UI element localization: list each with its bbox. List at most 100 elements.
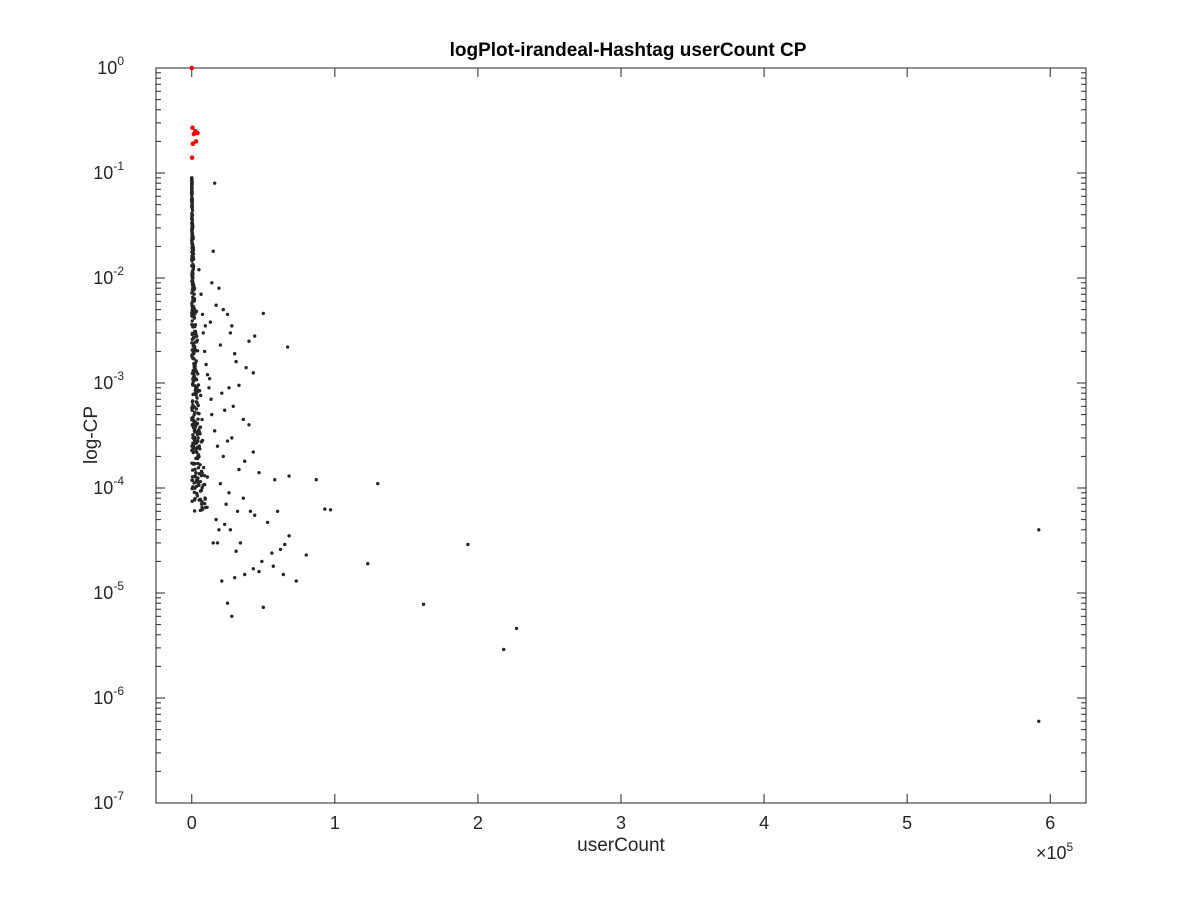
data-point bbox=[202, 473, 207, 478]
data-point bbox=[227, 491, 231, 495]
data-point bbox=[192, 336, 196, 340]
data-point bbox=[238, 541, 243, 545]
data-point bbox=[231, 404, 235, 408]
data-point bbox=[294, 579, 298, 583]
data-point bbox=[237, 467, 241, 472]
data-point bbox=[241, 417, 245, 422]
data-point bbox=[190, 405, 194, 410]
data-point bbox=[190, 141, 196, 147]
data-point bbox=[191, 268, 195, 272]
data-point bbox=[198, 432, 202, 436]
data-point bbox=[211, 249, 215, 253]
data-point bbox=[198, 463, 202, 467]
data-point bbox=[251, 567, 255, 571]
data-point bbox=[193, 329, 198, 334]
data-point bbox=[190, 341, 194, 345]
data-point bbox=[1037, 719, 1041, 723]
data-point bbox=[190, 478, 195, 482]
data-point bbox=[376, 481, 380, 486]
data-point bbox=[190, 190, 194, 194]
data-point bbox=[235, 509, 240, 513]
data-point bbox=[221, 454, 225, 459]
data-point bbox=[215, 444, 220, 448]
data-point bbox=[190, 301, 194, 305]
data-point bbox=[194, 470, 198, 475]
data-point bbox=[232, 575, 237, 580]
scatter-points bbox=[189, 65, 1041, 723]
data-point bbox=[366, 562, 370, 566]
data-point bbox=[225, 312, 230, 317]
data-point bbox=[261, 311, 266, 316]
y-tick-label: 10-2 bbox=[93, 264, 124, 288]
data-point bbox=[190, 355, 194, 359]
data-point bbox=[204, 362, 208, 367]
data-point bbox=[191, 433, 195, 437]
data-point bbox=[191, 262, 195, 267]
data-point bbox=[248, 509, 253, 513]
data-point bbox=[211, 541, 215, 545]
data-point bbox=[270, 551, 274, 555]
data-point bbox=[192, 436, 196, 440]
data-point bbox=[217, 528, 221, 532]
data-point bbox=[287, 474, 291, 478]
data-point bbox=[193, 428, 197, 433]
data-point bbox=[195, 396, 199, 400]
data-point bbox=[225, 439, 230, 443]
data-point bbox=[190, 319, 194, 323]
data-point bbox=[190, 486, 194, 491]
data-point bbox=[193, 438, 197, 443]
data-point bbox=[214, 303, 218, 307]
data-point bbox=[192, 509, 197, 513]
data-point bbox=[217, 286, 221, 290]
data-point bbox=[202, 349, 207, 354]
data-point bbox=[195, 338, 200, 342]
data-point bbox=[205, 475, 210, 479]
data-point bbox=[207, 376, 212, 381]
data-point bbox=[195, 349, 200, 353]
data-point bbox=[212, 181, 217, 185]
data-point bbox=[192, 374, 197, 379]
data-point bbox=[194, 407, 199, 411]
data-point bbox=[196, 436, 200, 440]
data-point bbox=[196, 466, 201, 470]
data-point bbox=[210, 412, 214, 417]
data-point bbox=[199, 292, 203, 296]
data-point bbox=[190, 125, 195, 131]
data-point bbox=[234, 359, 238, 364]
data-point bbox=[241, 496, 245, 500]
data-point bbox=[190, 257, 194, 261]
data-point bbox=[304, 553, 308, 557]
data-point bbox=[328, 508, 333, 512]
data-point bbox=[194, 359, 198, 363]
data-point bbox=[201, 331, 205, 335]
data-point bbox=[191, 298, 195, 302]
data-point bbox=[199, 502, 204, 506]
data-point bbox=[195, 334, 199, 338]
data-point bbox=[224, 502, 228, 506]
data-point bbox=[260, 559, 264, 564]
y-tick-label: 10-1 bbox=[93, 159, 124, 183]
data-point bbox=[190, 331, 195, 336]
data-point bbox=[190, 311, 194, 315]
data-point bbox=[220, 391, 224, 395]
data-point bbox=[190, 475, 195, 479]
x-tick-label: 5 bbox=[902, 813, 912, 833]
y-tick-label: 100 bbox=[97, 54, 124, 78]
data-point bbox=[314, 477, 318, 482]
data-point bbox=[197, 471, 201, 476]
data-point bbox=[191, 377, 195, 381]
data-point bbox=[243, 459, 247, 463]
data-point bbox=[190, 461, 194, 465]
data-point bbox=[230, 324, 234, 328]
data-point bbox=[189, 155, 195, 160]
data-point bbox=[192, 292, 196, 296]
data-point bbox=[253, 334, 257, 338]
data-point bbox=[200, 486, 204, 490]
data-point bbox=[198, 447, 202, 451]
data-point bbox=[257, 569, 261, 574]
data-point bbox=[190, 197, 194, 202]
y-tick-label: 10-3 bbox=[93, 369, 124, 393]
data-point bbox=[198, 393, 203, 398]
data-point bbox=[190, 448, 194, 453]
y-axis-label: log-CP bbox=[81, 406, 102, 464]
